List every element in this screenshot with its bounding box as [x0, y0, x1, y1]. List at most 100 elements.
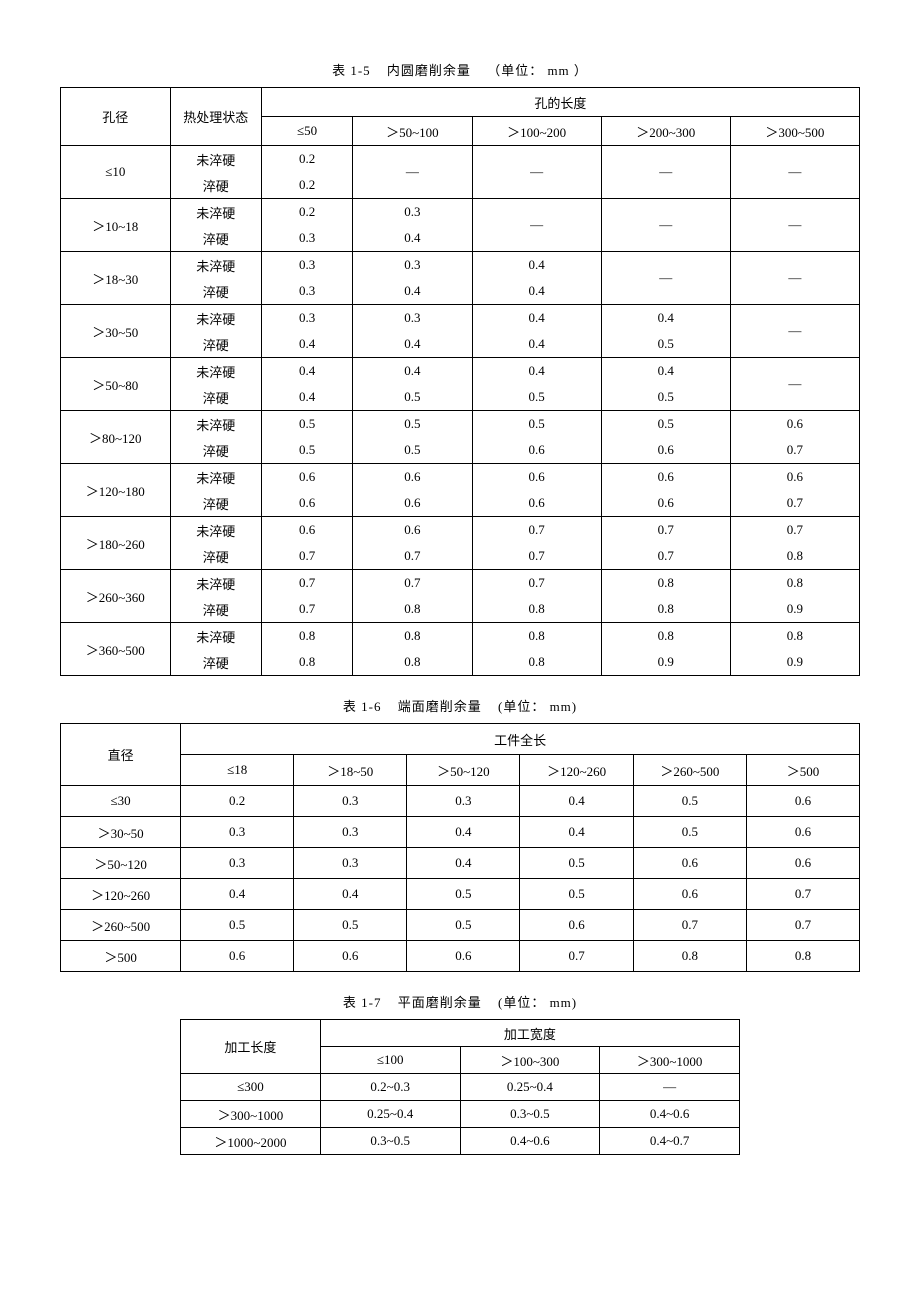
value-cell: 0.3	[294, 848, 407, 879]
table-row: ＞18~30未淬硬0.30.30.4——	[61, 252, 860, 279]
caption-unit: (单位： mm)	[498, 699, 577, 714]
state-cell: 未淬硬	[170, 358, 261, 385]
state-cell: 未淬硬	[170, 517, 261, 544]
col-w-2: ＞300~1000	[600, 1047, 740, 1074]
value-cell: 0.6	[181, 941, 294, 972]
dia-cell: ＞180~260	[61, 517, 171, 570]
table-1-6: 直径 工件全长 ≤18 ＞18~50 ＞50~120 ＞120~260 ＞260…	[60, 723, 860, 972]
value-cell: 0.3	[261, 252, 352, 279]
value-cell: —	[353, 146, 472, 199]
table-row: ＞300~10000.25~0.40.3~0.50.4~0.6	[181, 1101, 740, 1128]
value-cell: 0.4	[601, 305, 730, 332]
value-cell: 0.3	[353, 199, 472, 226]
value-cell: 0.7	[472, 570, 601, 597]
table-row: ＞5000.60.60.60.70.80.8	[61, 941, 860, 972]
value-cell: —	[601, 199, 730, 252]
value-cell: 0.3	[261, 278, 352, 305]
table-row: ＞360~500未淬硬0.80.80.80.80.8	[61, 623, 860, 650]
value-cell: —	[601, 252, 730, 305]
value-cell: 0.6	[261, 517, 352, 544]
col-w-1: ＞100~300	[460, 1047, 600, 1074]
value-cell: 0.8	[472, 649, 601, 676]
value-cell: 0.6	[520, 910, 633, 941]
value-cell: 0.4	[407, 848, 520, 879]
value-cell: 0.5	[261, 437, 352, 464]
value-cell: —	[472, 199, 601, 252]
value-cell: 0.7	[730, 437, 859, 464]
value-cell: 0.4	[353, 358, 472, 385]
value-cell: 0.3	[294, 817, 407, 848]
value-cell: 0.5	[294, 910, 407, 941]
dia-cell: ＞10~18	[61, 199, 171, 252]
value-cell: 0.5	[181, 910, 294, 941]
state-cell: 未淬硬	[170, 411, 261, 438]
col-len-3: ＞200~300	[601, 117, 730, 146]
value-cell: —	[730, 358, 859, 411]
value-cell: 0.8	[353, 596, 472, 623]
value-cell: 0.7	[520, 941, 633, 972]
dia-cell: ＞50~120	[61, 848, 181, 879]
value-cell: 0.4	[407, 817, 520, 848]
value-cell: 0.3	[353, 305, 472, 332]
value-cell: 0.6	[472, 437, 601, 464]
value-cell: —	[601, 146, 730, 199]
table-row: 淬硬0.50.50.60.60.7	[61, 437, 860, 464]
value-cell: 0.6	[730, 464, 859, 491]
state-cell: 淬硬	[170, 331, 261, 358]
table-row: ＞30~50未淬硬0.30.30.40.4—	[61, 305, 860, 332]
state-cell: 淬硬	[170, 278, 261, 305]
value-cell: 0.6	[472, 464, 601, 491]
dia-cell: ＞500	[61, 941, 181, 972]
col-len-4: ＞260~500	[633, 755, 746, 786]
state-cell: 淬硬	[170, 225, 261, 252]
value-cell: 0.8	[746, 941, 859, 972]
value-cell: 0.5	[601, 331, 730, 358]
value-cell: 0.7	[730, 517, 859, 544]
dia-cell: ＞30~50	[61, 305, 171, 358]
value-cell: 0.8	[261, 649, 352, 676]
value-cell: 0.8	[730, 570, 859, 597]
value-cell: 0.6	[746, 786, 859, 817]
value-cell: 0.6	[730, 411, 859, 438]
table-1-5: 孔径 热处理状态 孔的长度 ≤50 ＞50~100 ＞100~200 ＞200~…	[60, 87, 860, 676]
value-cell: 0.2~0.3	[320, 1074, 460, 1101]
value-cell: 0.7	[472, 543, 601, 570]
table-row: ＞50~80未淬硬0.40.40.40.4—	[61, 358, 860, 385]
value-cell: 0.9	[730, 596, 859, 623]
value-cell: 0.7	[730, 490, 859, 517]
state-cell: 淬硬	[170, 384, 261, 411]
value-cell: —	[600, 1074, 740, 1101]
dia-cell: ＞360~500	[61, 623, 171, 676]
value-cell: 0.7	[601, 517, 730, 544]
value-cell: 0.5	[601, 384, 730, 411]
value-cell: —	[730, 199, 859, 252]
col-state: 热处理状态	[170, 88, 261, 146]
dia-cell: ≤10	[61, 146, 171, 199]
caption-title: 端面磨削余量	[398, 699, 482, 714]
dia-cell: ＞80~120	[61, 411, 171, 464]
value-cell: 0.3	[407, 786, 520, 817]
state-cell: 未淬硬	[170, 252, 261, 279]
value-cell: 0.6	[353, 464, 472, 491]
value-cell: 0.7	[353, 543, 472, 570]
value-cell: 0.8	[353, 649, 472, 676]
table-1-6-caption: 表 1-6 端面磨削余量 (单位： mm)	[60, 696, 860, 715]
table-row: 淬硬0.70.80.80.80.9	[61, 596, 860, 623]
len-cell: ＞1000~2000	[181, 1128, 321, 1155]
value-cell: 0.5	[601, 411, 730, 438]
table-header-row: 加工长度 加工宽度	[181, 1020, 740, 1047]
value-cell: 0.5	[520, 848, 633, 879]
value-cell: 0.3	[294, 786, 407, 817]
value-cell: 0.6	[353, 517, 472, 544]
col-len-1: ＞18~50	[294, 755, 407, 786]
value-cell: 0.25~0.4	[460, 1074, 600, 1101]
table-row: ＞50~1200.30.30.40.50.60.6	[61, 848, 860, 879]
dia-cell: ＞18~30	[61, 252, 171, 305]
value-cell: 0.7	[261, 596, 352, 623]
table-row: ≤3000.2~0.30.25~0.4—	[181, 1074, 740, 1101]
state-cell: 未淬硬	[170, 146, 261, 173]
value-cell: 0.8	[601, 596, 730, 623]
value-cell: 0.5	[472, 384, 601, 411]
value-cell: 0.4	[353, 278, 472, 305]
value-cell: 0.8	[472, 623, 601, 650]
